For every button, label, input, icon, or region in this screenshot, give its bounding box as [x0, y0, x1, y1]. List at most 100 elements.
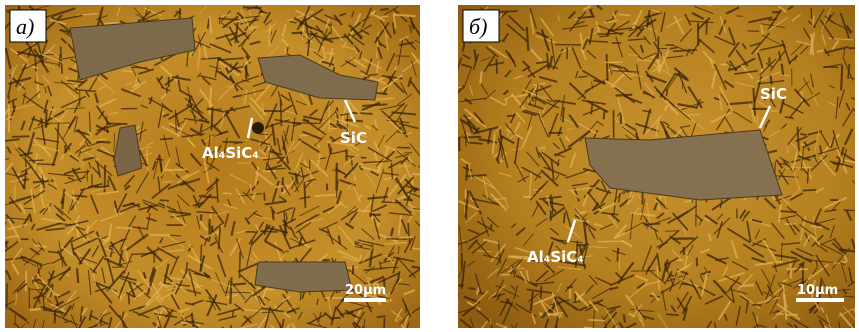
needle	[629, 55, 638, 56]
needle	[496, 59, 497, 74]
needle	[757, 116, 758, 128]
needle	[800, 134, 807, 135]
needle	[239, 252, 240, 279]
annotation: SiC	[340, 129, 367, 147]
needle	[807, 169, 808, 184]
needle	[233, 310, 234, 316]
needle	[223, 193, 232, 194]
needle	[380, 9, 389, 10]
needle	[230, 277, 231, 304]
panel-label: б)	[469, 14, 487, 39]
needle	[589, 320, 605, 321]
needle	[29, 289, 42, 290]
needle	[122, 71, 133, 72]
needle	[741, 285, 754, 286]
needle	[697, 258, 698, 267]
needle	[147, 150, 148, 170]
needle	[233, 283, 246, 284]
needle	[250, 184, 251, 192]
needle	[272, 210, 273, 220]
needle	[107, 123, 127, 124]
needle	[349, 113, 372, 114]
annotation: Al₄SiC₄	[527, 248, 584, 266]
needle	[644, 224, 661, 225]
needle	[728, 69, 737, 70]
scale-bar-label: 20μm	[345, 283, 386, 298]
needle	[197, 212, 215, 213]
needle	[211, 107, 212, 130]
needle	[88, 225, 89, 234]
needle	[688, 114, 701, 115]
needle	[104, 23, 120, 24]
needle	[201, 214, 202, 221]
needle	[854, 39, 859, 57]
annotation: Al₄SiC₄	[202, 144, 259, 162]
needle	[304, 182, 305, 208]
needle	[841, 65, 842, 91]
needle	[116, 227, 132, 228]
panel-a: а) Al₄SiC₄ SiC 20μm	[0, 5, 438, 332]
needle	[780, 211, 796, 212]
needle	[618, 248, 619, 262]
needle	[398, 166, 410, 167]
pore	[252, 122, 264, 134]
particle	[255, 262, 352, 292]
needle	[259, 134, 267, 135]
needle	[150, 235, 170, 236]
needle	[452, 294, 459, 312]
needle	[584, 328, 593, 329]
needle	[776, 325, 777, 332]
needle	[500, 129, 501, 139]
needle	[302, 120, 309, 121]
needle	[666, 89, 667, 96]
needle	[607, 54, 608, 81]
needle	[0, 165, 5, 177]
needle	[128, 294, 129, 304]
needle	[269, 25, 270, 47]
needle	[803, 190, 816, 191]
needle	[771, 76, 772, 85]
scale-bar	[796, 298, 844, 302]
needle	[326, 53, 335, 54]
needle	[418, 166, 431, 181]
needle	[391, 163, 392, 179]
panel-b: б) SiC Al₄SiC₄ 10μm	[442, 5, 859, 332]
needle	[442, 215, 458, 222]
needle	[264, 193, 265, 201]
needle	[160, 138, 173, 139]
needle	[563, 107, 564, 122]
scale-bar	[344, 298, 386, 302]
needle	[30, 309, 41, 310]
panel-label: а)	[16, 14, 34, 39]
needle	[260, 139, 261, 146]
needle	[379, 16, 388, 17]
needle	[243, 7, 262, 8]
needle	[399, 237, 413, 238]
needle	[784, 224, 796, 225]
needle	[123, 311, 124, 318]
needle	[292, 123, 319, 124]
figure: а) Al₄SiC₄ SiC 20μm б) SiC Al₄SiC₄ 10μm	[0, 0, 859, 332]
needle	[132, 67, 147, 68]
needle	[604, 110, 605, 119]
needle	[675, 260, 683, 261]
needle	[377, 316, 386, 317]
needle	[564, 213, 565, 224]
needle	[384, 318, 385, 332]
needle	[619, 14, 631, 15]
needle	[468, 288, 475, 289]
needle	[624, 315, 625, 323]
needle	[339, 327, 340, 332]
annotation: SiC	[760, 85, 787, 103]
needle	[666, 314, 679, 315]
needle	[404, 153, 412, 154]
needle	[46, 109, 47, 128]
needle	[412, 267, 424, 268]
needle	[768, 19, 777, 20]
scale-bar-label: 10μm	[797, 283, 838, 298]
needle	[59, 224, 67, 225]
needle	[771, 111, 778, 112]
needle	[591, 104, 592, 115]
needle	[77, 268, 78, 283]
needle	[6, 242, 7, 248]
